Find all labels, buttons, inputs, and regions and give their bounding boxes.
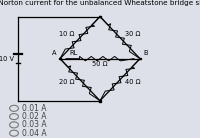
Text: RL: RL: [70, 50, 78, 56]
Text: 7. Find the Norton current for the unbalanced Wheatstone bridge shown below: 7. Find the Norton current for the unbal…: [0, 0, 200, 6]
Bar: [99, 16, 101, 17]
Bar: [59, 58, 61, 59]
Text: 50 Ω: 50 Ω: [92, 61, 108, 67]
Text: 0.02 A: 0.02 A: [22, 112, 47, 121]
Bar: [99, 100, 101, 102]
Text: 10 Ω: 10 Ω: [59, 31, 75, 37]
Text: 20 Ω: 20 Ω: [59, 79, 75, 85]
Text: B: B: [144, 50, 148, 56]
Text: 0.04 A: 0.04 A: [22, 129, 47, 138]
Text: 30 Ω: 30 Ω: [125, 31, 141, 37]
Text: 10 V: 10 V: [0, 56, 14, 62]
Text: 0.01 A: 0.01 A: [22, 104, 47, 113]
Text: A: A: [52, 50, 56, 56]
Text: 40 Ω: 40 Ω: [125, 79, 141, 85]
Text: 0.03 A: 0.03 A: [22, 120, 47, 129]
Bar: [139, 58, 141, 59]
